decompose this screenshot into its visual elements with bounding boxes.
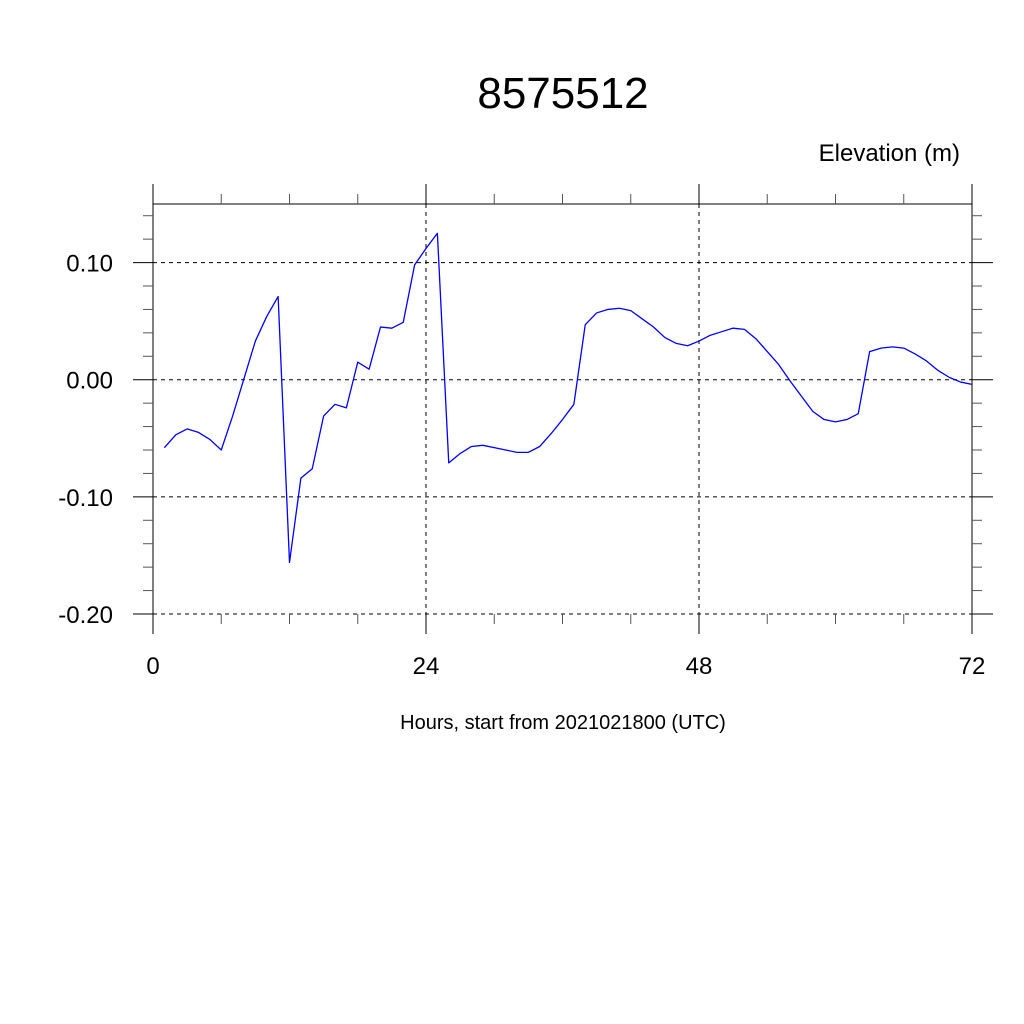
grid <box>153 204 972 615</box>
x-tick-label: 72 <box>959 653 986 680</box>
series-line <box>163 232 973 564</box>
x-axis-label: Hours, start from 2021021800 (UTC) <box>400 712 726 734</box>
y-tick-label: 0.10 <box>66 251 113 278</box>
axes <box>133 184 993 634</box>
x-tick-label: 48 <box>686 653 713 680</box>
x-tick-label: 0 <box>146 653 159 680</box>
x-tick-label: 24 <box>413 653 440 680</box>
y-tick-label: -0.10 <box>58 485 113 512</box>
series <box>163 232 973 564</box>
y-tick-label: -0.20 <box>58 602 113 629</box>
y-axis-label: Elevation (m) <box>819 140 960 167</box>
y-tick-label: 0.00 <box>66 368 113 395</box>
chart-title: 8575512 <box>477 69 648 118</box>
tick-labels: 0 24 48 72 0.10 0.00 -0.10 -0.20 <box>58 251 985 680</box>
